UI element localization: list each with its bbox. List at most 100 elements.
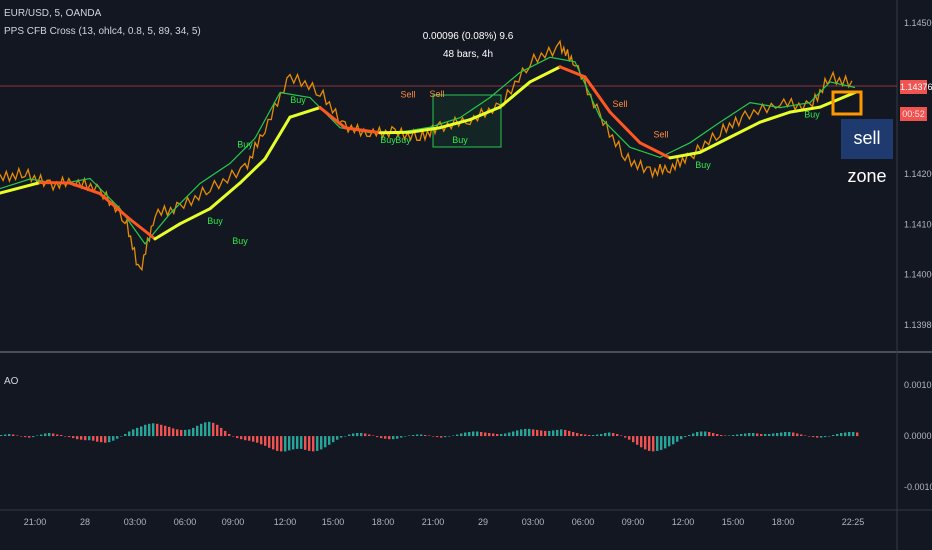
ao-bar	[716, 434, 719, 436]
ao-bar	[764, 434, 767, 436]
ao-bar	[8, 434, 11, 436]
time-tick-label: 18:00	[372, 517, 395, 527]
ao-bar	[160, 424, 163, 436]
ao-bar	[0, 435, 3, 436]
ao-bar	[796, 433, 799, 437]
ao-bar	[412, 435, 415, 436]
ao-bar	[116, 436, 119, 439]
ao-bar	[828, 436, 831, 437]
ao-bar	[692, 433, 695, 437]
ao-bar	[568, 430, 571, 436]
ao-bar	[820, 436, 823, 438]
ao-bar	[452, 435, 455, 436]
time-tick-label: 15:00	[322, 517, 345, 527]
ao-bar	[428, 435, 431, 436]
time-tick-label: 15:00	[722, 517, 745, 527]
ao-bar	[644, 436, 647, 450]
ao-bar	[52, 433, 55, 437]
ao-bar	[420, 434, 423, 436]
ao-bar	[852, 432, 855, 437]
ao-bar	[172, 428, 175, 437]
ao-bar	[812, 436, 815, 438]
ao-bar	[240, 436, 243, 440]
slow-ma-segment	[0, 181, 42, 195]
ao-bar	[576, 433, 579, 437]
ao-bar	[840, 433, 843, 437]
ao-bar	[552, 430, 555, 436]
ao-bar	[168, 426, 171, 437]
ao-bar	[204, 422, 207, 437]
ao-bar	[212, 422, 215, 437]
last-price-badge: 1.14376	[900, 80, 932, 94]
ao-bar	[156, 423, 159, 437]
ao-bar	[108, 436, 111, 443]
ao-bar	[340, 436, 343, 438]
measure-line-1: 0.00096 (0.08%) 9.6	[422, 31, 514, 42]
ao-bar	[396, 436, 399, 439]
price-series	[0, 39, 853, 272]
slow-ma-segment	[668, 150, 702, 160]
ao-bar	[572, 432, 575, 437]
ao-bar	[448, 436, 451, 437]
ao-bar	[20, 436, 23, 437]
ao-bar	[288, 436, 291, 451]
ao-bar	[432, 436, 435, 437]
ao-bar	[596, 434, 599, 436]
ao-bar	[364, 433, 367, 437]
ao-bar	[444, 436, 447, 438]
slow-ma-segment	[698, 135, 732, 154]
ao-bar	[320, 436, 323, 450]
ao-bar	[324, 436, 327, 448]
time-tick-label: 18:00	[772, 517, 795, 527]
ao-bar	[216, 424, 219, 436]
ao-bar	[4, 434, 7, 436]
buy-signal-label: Buy	[804, 110, 820, 120]
slow-ma-segment	[498, 80, 532, 109]
slow-ma-segment	[758, 110, 792, 124]
ao-bar	[376, 436, 379, 438]
ao-bar	[332, 436, 335, 443]
ao-bar	[472, 431, 475, 437]
price-tick-label: 1.14500	[904, 18, 932, 28]
ao-bar	[272, 436, 275, 450]
ao-bar	[244, 436, 247, 441]
slow-ma-segment	[208, 181, 242, 211]
slow-ma-segment	[128, 217, 157, 241]
ao-bar	[92, 436, 95, 441]
ao-bar	[224, 430, 227, 436]
ao-bar	[256, 436, 259, 443]
time-tick-label: 21:00	[422, 517, 445, 527]
ao-bar	[684, 436, 687, 438]
price-tick-label: 1.14000	[904, 270, 932, 280]
ao-bar	[648, 436, 651, 451]
ao-bar	[128, 431, 131, 437]
ao-bar	[512, 431, 515, 437]
ao-bar	[200, 423, 203, 437]
ao-bar	[808, 436, 811, 437]
ao-bar	[404, 436, 407, 437]
ao-bar	[84, 436, 87, 441]
ao-bar	[548, 430, 551, 436]
ao-bar	[708, 432, 711, 437]
ao-bar	[616, 434, 619, 436]
ao-bar	[792, 432, 795, 437]
ao-bar	[464, 432, 467, 437]
ao-bar	[748, 433, 751, 437]
ao-bar	[524, 428, 527, 437]
ao-bar	[228, 434, 231, 436]
ao-bar	[620, 435, 623, 436]
ao-bar	[588, 435, 591, 436]
ao-bar	[64, 436, 67, 437]
ao-bar	[416, 434, 419, 436]
slow-ma-segment	[263, 115, 292, 161]
buy-signal-label: Buy	[237, 139, 253, 149]
ao-bar	[16, 435, 19, 436]
ao-bar	[72, 436, 75, 439]
slow-ma-segment	[318, 106, 347, 130]
slow-ma-segment	[558, 65, 587, 79]
ao-bar	[24, 436, 27, 438]
slow-ma-segment	[728, 120, 762, 139]
ao-bar	[816, 436, 819, 438]
ao-bar	[352, 433, 355, 437]
